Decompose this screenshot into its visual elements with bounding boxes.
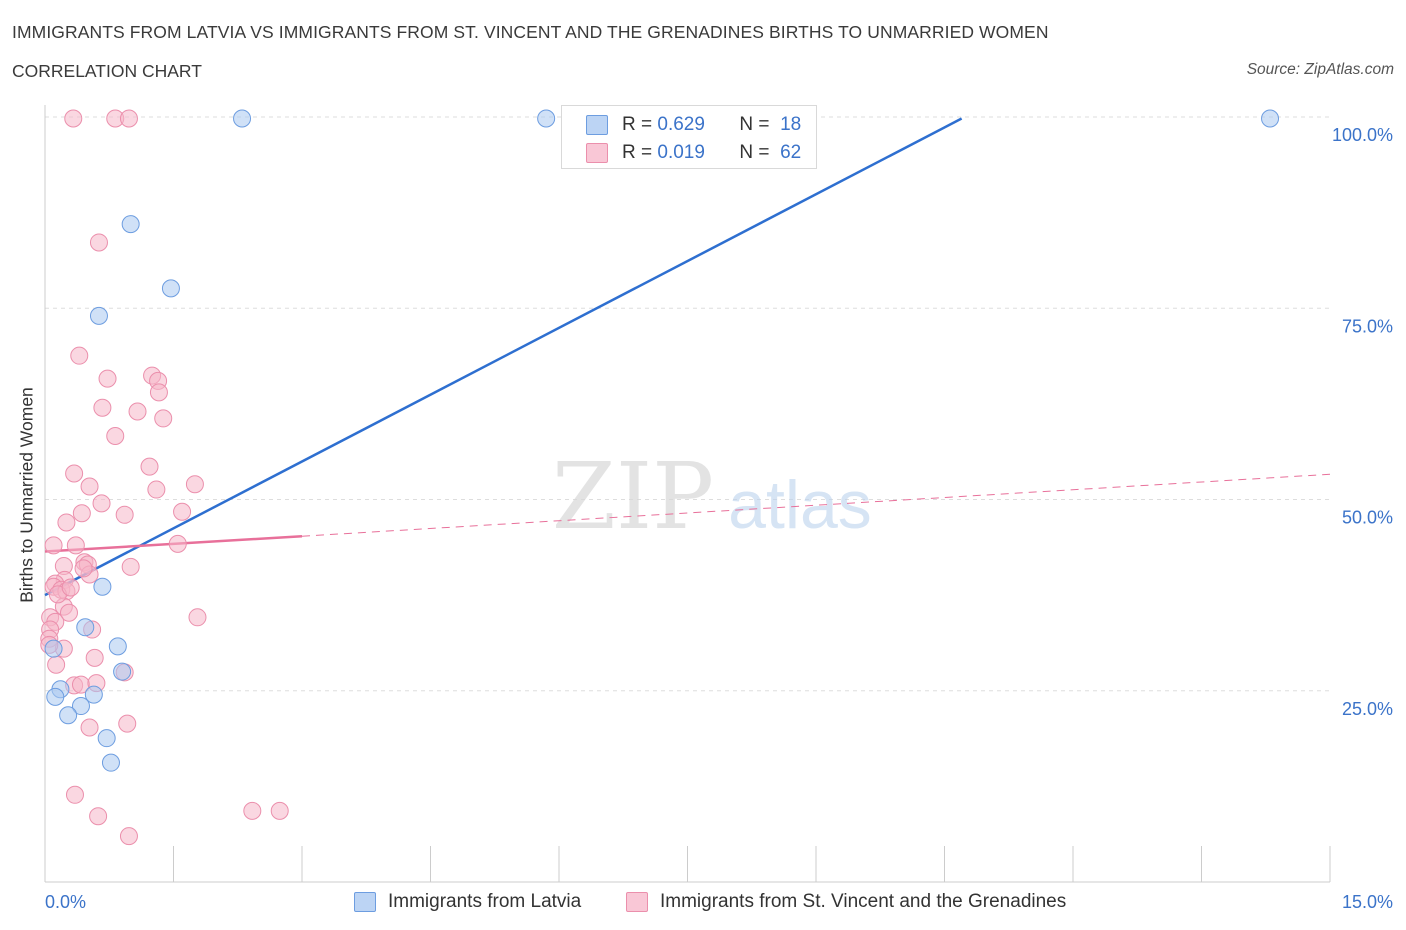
latvia-point [233,109,252,128]
y-tick-label: 100.0% [1332,125,1393,145]
stvincent-point [154,409,173,428]
stvincent-point [47,655,66,674]
stvincent-point [80,477,99,496]
latvia-point [97,729,116,748]
stvincent-swatch [586,143,608,163]
latvia-r-label: R = [622,114,653,135]
stvincent-point [118,714,137,733]
stvincent-point [119,109,138,128]
y-tick-label: 25.0% [1342,699,1393,719]
chart-subtitle: CORRELATION CHART [12,61,202,81]
grid-layer [45,116,1330,692]
stvincent-point [149,383,168,402]
stvincent-point [80,718,99,737]
latvia-point [101,753,120,772]
watermark-zip: ZIP [552,443,714,550]
latvia-point [161,279,180,298]
stvincent-n-value: 62 [780,142,802,163]
stvincent-point [61,578,80,597]
y-tick-label: 75.0% [1342,316,1393,336]
latvia-point [113,662,132,681]
source-label: Source: ZipAtlas.com [1246,61,1394,78]
latvia-point [121,215,140,234]
axis-layer [44,105,1331,883]
y-tick-label: 50.0% [1342,508,1393,528]
stvincent-point [115,505,134,524]
latvia-point [108,637,127,656]
x-tick-label-max: 15.0% [1342,892,1393,912]
stvincent-point [106,427,125,446]
x-tick-label-min: 0.0% [45,892,86,912]
latvia-point [537,109,556,128]
stvincent-point [168,534,187,553]
stvincent-point [92,494,111,513]
stvincent-point [65,464,84,483]
chart-title: IMMIGRANTS FROM LATVIA VS IMMIGRANTS FRO… [12,22,1049,42]
bottom-latvia-swatch [354,892,376,912]
stvincent-point [188,608,207,627]
stvincent-point [64,109,83,128]
stvincent-point [98,369,117,388]
stvincent-n-label: N = [739,142,770,163]
stvincent-point [243,801,262,820]
y-axis-label: Births to Unmarried Women [16,387,37,603]
stvincent-point [66,536,85,555]
stvincent-point [119,827,138,846]
stvincent-point [89,807,108,826]
stvincent-point [173,502,192,521]
latvia-point [1261,109,1280,128]
legend-row-stvincent: R = 0.019 N = 62 [586,141,801,165]
legend-row-latvia: R = 0.629 N = 18 [586,113,801,137]
stvincent-point [121,557,140,576]
bottom-stvincent-swatch [626,892,648,912]
latvia-point [93,577,112,596]
stvincent-point [140,457,159,476]
stvincent-point [270,801,289,820]
points-layer [40,109,1280,846]
latvia-swatch [586,115,608,135]
bottom-legend-stvincent: Immigrants from St. Vincent and the Gren… [626,889,1066,915]
watermark-atlas: atlas [728,467,872,543]
stvincent-point [89,233,108,252]
stvincent-point [147,480,166,499]
tick-label-layer: 100.0% 75.0% 50.0% 25.0% 0.0% 15.0% [45,125,1393,912]
stvincent-r-label: R = [622,142,653,163]
latvia-point [46,687,65,706]
correlation-legend: R = 0.629 N = 18 R = 0.019 N = 62 [561,105,817,169]
stvincent-point [185,475,204,494]
stvincent-point [93,398,112,417]
latvia-trend-line [44,117,963,597]
stvincent-point [70,346,89,365]
latvia-point [44,639,63,658]
stvincent-point [44,536,63,555]
stvincent-trend-extension [301,473,1331,537]
latvia-point [84,685,103,704]
bottom-stvincent-label: Immigrants from St. Vincent and the Gren… [660,891,1067,912]
stvincent-point [74,559,93,578]
bottom-legend-latvia: Immigrants from Latvia [354,889,581,915]
latvia-point [71,697,90,716]
latvia-n-label: N = [739,114,770,135]
watermark: ZIP atlas [552,443,872,550]
stvincent-point [72,504,91,523]
stvincent-point [65,785,84,804]
latvia-point [59,706,78,725]
bottom-latvia-label: Immigrants from Latvia [388,891,582,912]
latvia-point [89,306,108,325]
latvia-point [76,618,95,637]
stvincent-r-value: 0.019 [657,142,705,163]
stvincent-point [85,648,104,667]
stvincent-point [128,402,147,421]
stvincent-point [59,603,78,622]
latvia-r-value: 0.629 [657,114,705,135]
stvincent-point [57,513,76,532]
latvia-n-value: 18 [780,114,802,135]
